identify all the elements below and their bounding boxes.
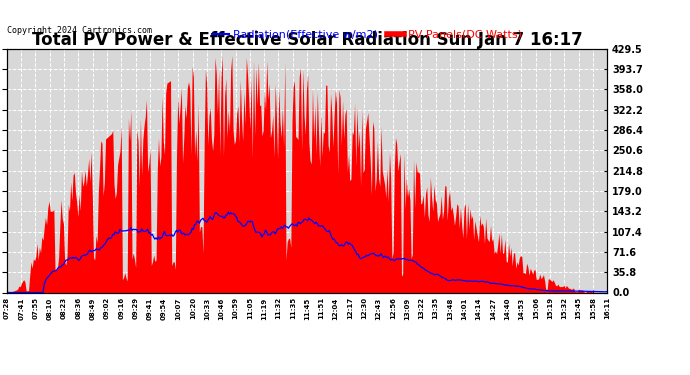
Text: Copyright 2024 Cartronics.com: Copyright 2024 Cartronics.com [7, 26, 152, 35]
Title: Total PV Power & Effective Solar Radiation Sun Jan 7 16:17: Total PV Power & Effective Solar Radiati… [32, 31, 582, 49]
Legend: Radiation(Effective w/m2), PV Panels(DC Watts): Radiation(Effective w/m2), PV Panels(DC … [208, 25, 526, 44]
